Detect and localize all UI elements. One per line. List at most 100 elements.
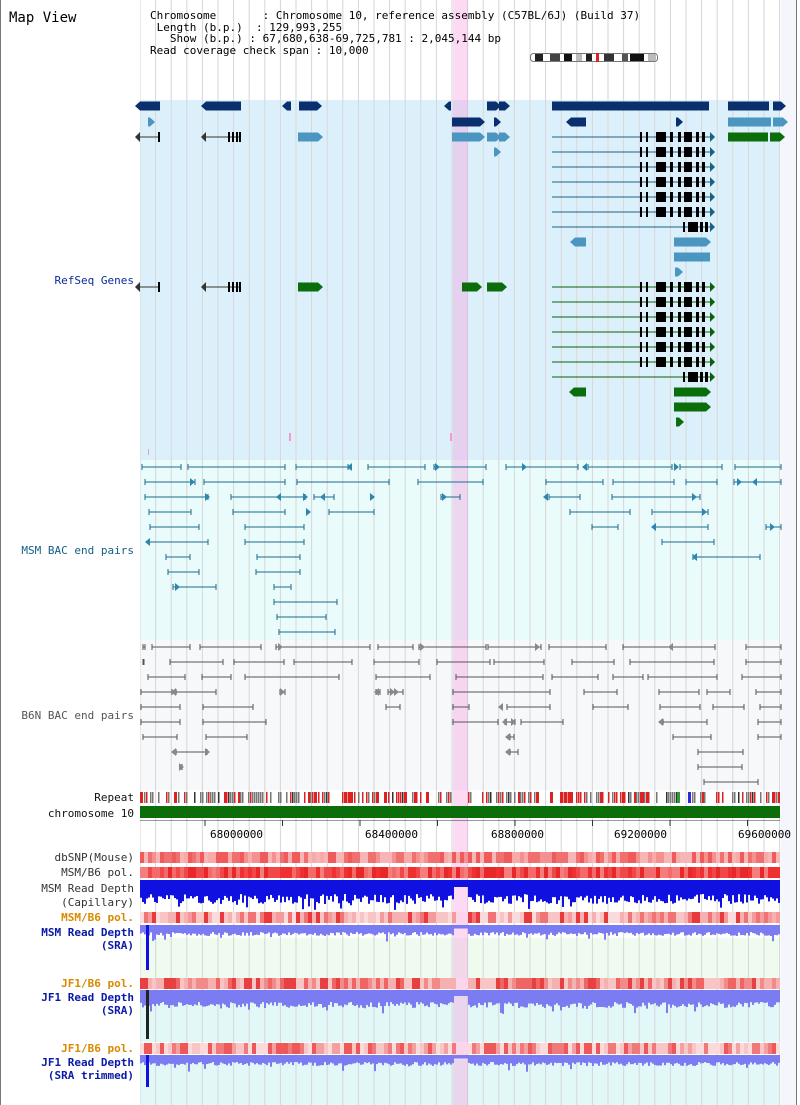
repeat-feature[interactable] — [342, 792, 344, 803]
repeat-feature[interactable] — [396, 792, 398, 803]
repeat-feature[interactable] — [240, 792, 242, 803]
repeat-feature[interactable] — [312, 792, 314, 803]
gene-feature[interactable] — [728, 117, 771, 127]
repeat-feature[interactable] — [640, 792, 643, 803]
repeat-feature[interactable] — [774, 792, 776, 803]
repeat-feature[interactable] — [486, 792, 488, 803]
gene-feature[interactable] — [499, 101, 505, 111]
repeat-feature[interactable] — [520, 792, 522, 803]
repeat-feature[interactable] — [308, 792, 311, 803]
repeat-feature[interactable] — [210, 792, 212, 803]
repeat-feature[interactable] — [506, 792, 508, 803]
repeat-feature[interactable] — [218, 792, 220, 803]
repeat-feature[interactable] — [612, 792, 614, 803]
repeat-feature[interactable] — [502, 792, 504, 803]
repeat-feature[interactable] — [718, 792, 720, 803]
repeat-feature[interactable] — [622, 792, 625, 803]
repeat-feature[interactable] — [704, 792, 706, 803]
repeat-feature[interactable] — [752, 792, 754, 803]
repeat-feature[interactable] — [374, 792, 376, 803]
repeat-feature[interactable] — [278, 792, 280, 803]
repeat-feature[interactable] — [376, 792, 379, 803]
repeat-feature[interactable] — [560, 792, 563, 803]
repeat-feature[interactable] — [200, 792, 202, 803]
repeat-feature[interactable] — [350, 792, 353, 803]
repeat-feature[interactable] — [258, 792, 260, 803]
repeat-feature[interactable] — [304, 792, 306, 803]
repeat-feature[interactable] — [598, 792, 600, 803]
msm-bac-track[interactable] — [0, 0, 800, 640]
gene-feature[interactable] — [773, 117, 783, 127]
repeat-feature[interactable] — [384, 792, 387, 803]
repeat-feature[interactable] — [414, 792, 417, 803]
repeat-feature[interactable] — [358, 792, 360, 803]
repeat-feature[interactable] — [514, 792, 516, 803]
repeat-feature[interactable] — [346, 792, 348, 803]
track-label-repeat[interactable]: Repeat — [94, 791, 134, 804]
repeat-feature[interactable] — [166, 792, 168, 803]
gene-feature[interactable] — [676, 117, 678, 127]
repeat-feature[interactable] — [584, 792, 586, 803]
repeat-feature[interactable] — [294, 792, 296, 803]
gene-feature[interactable] — [674, 252, 710, 262]
repeat-feature[interactable] — [290, 792, 292, 803]
repeat-feature[interactable] — [392, 792, 394, 803]
refseq-genes-track[interactable] — [0, 0, 800, 460]
repeat-feature[interactable] — [440, 792, 442, 803]
gene-feature[interactable] — [206, 101, 241, 111]
repeat-feature[interactable] — [508, 792, 510, 803]
repeat-feature[interactable] — [144, 792, 146, 803]
repeat-feature[interactable] — [674, 792, 676, 803]
jf1-b6-pol-track[interactable] — [140, 978, 780, 989]
repeat-feature[interactable] — [600, 792, 603, 803]
gene-feature[interactable] — [552, 101, 709, 111]
msm-depth-sra-track[interactable] — [140, 925, 780, 973]
repeat-feature[interactable] — [742, 792, 744, 803]
gene-feature[interactable] — [494, 117, 496, 127]
gene-feature[interactable] — [494, 147, 496, 157]
repeat-feature[interactable] — [260, 792, 262, 803]
repeat-feature[interactable] — [694, 792, 696, 803]
gene-feature[interactable] — [289, 433, 291, 441]
gene-feature[interactable] — [452, 117, 480, 127]
repeat-feature[interactable] — [760, 792, 762, 803]
repeat-feature[interactable] — [280, 792, 282, 803]
track-label-jf1-b6-pol[interactable]: JF1/B6 pol. — [61, 977, 134, 990]
repeat-feature[interactable] — [158, 792, 160, 803]
repeat-feature[interactable] — [224, 792, 227, 803]
repeat-feature[interactable] — [536, 792, 539, 803]
repeat-feature[interactable] — [214, 792, 216, 803]
repeat-feature[interactable] — [372, 792, 374, 803]
repeat-feature[interactable] — [578, 792, 580, 803]
gene-feature[interactable] — [674, 387, 706, 397]
repeat-feature[interactable] — [677, 792, 680, 803]
repeat-feature[interactable] — [194, 792, 196, 803]
track-label-chromosome[interactable]: chromosome 10 — [47, 807, 134, 820]
repeat-feature[interactable] — [496, 792, 498, 803]
repeat-feature[interactable] — [238, 792, 241, 803]
repeat-feature[interactable] — [772, 792, 775, 803]
repeat-feature[interactable] — [168, 792, 170, 803]
repeat-feature[interactable] — [448, 792, 450, 803]
repeat-feature[interactable] — [500, 792, 502, 803]
track-label-jf1-depth-sra[interactable]: JF1 Read Depth — [41, 991, 134, 1004]
repeat-feature[interactable] — [676, 792, 678, 803]
repeat-feature[interactable] — [398, 792, 400, 803]
repeat-feature[interactable] — [296, 792, 298, 803]
gene-feature[interactable] — [728, 132, 768, 142]
repeat-feature[interactable] — [344, 792, 347, 803]
repeat-feature[interactable] — [550, 792, 553, 803]
repeat-feature[interactable] — [174, 792, 177, 803]
repeat-feature[interactable] — [524, 792, 526, 803]
repeat-feature[interactable] — [700, 792, 702, 803]
repeat-feature[interactable] — [746, 792, 748, 803]
repeat-feature[interactable] — [404, 792, 407, 803]
repeat-feature[interactable] — [348, 792, 351, 803]
gene-feature[interactable] — [299, 101, 317, 111]
b6n-bac-track[interactable] — [0, 0, 800, 790]
repeat-feature[interactable] — [354, 792, 356, 803]
repeat-feature[interactable] — [256, 792, 258, 803]
repeat-feature[interactable] — [670, 792, 672, 803]
gene-feature[interactable] — [148, 117, 150, 127]
dbsnp-track[interactable] — [140, 852, 780, 863]
